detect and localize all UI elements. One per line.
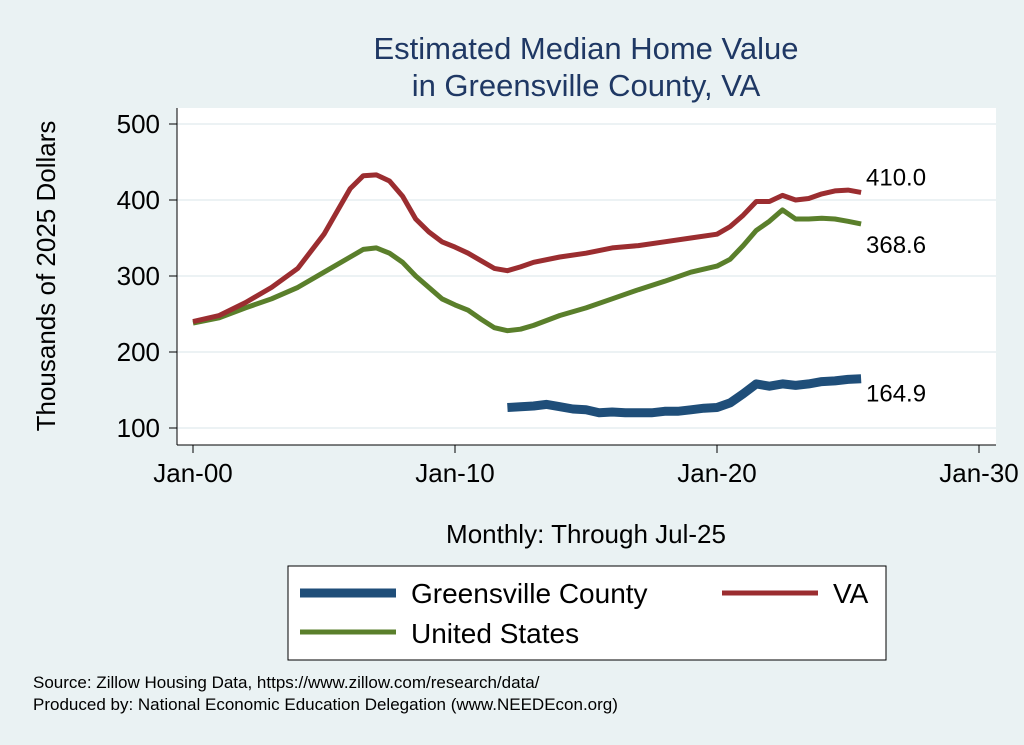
y-tick-label-100: 100 <box>117 413 160 443</box>
end-labels: 164.9 410.0 368.6 <box>866 164 926 407</box>
legend-label-va: VA <box>833 578 869 609</box>
series-line-greensville-county <box>507 374 862 418</box>
x-tick-label-Jan-00: Jan-00 <box>153 458 233 488</box>
series-line-va <box>192 172 862 325</box>
source-note: Source: Zillow Housing Data, https://www… <box>33 673 540 692</box>
legend: Greensville County VA United States <box>287 565 887 661</box>
y-axis-ticks: 100 200 300 400 500 <box>117 109 177 443</box>
y-axis-label: Thousands of 2025 Dollars <box>31 121 61 432</box>
x-axis-label: Monthly: Through Jul-25 <box>446 519 726 549</box>
x-tick-label-Jan-20: Jan-20 <box>677 458 757 488</box>
series-lines <box>192 172 862 418</box>
x-tick-label-Jan-30: Jan-30 <box>939 458 1019 488</box>
legend-box <box>287 565 887 661</box>
produced-by-note: Produced by: National Economic Education… <box>33 695 618 714</box>
series-line-united-states <box>192 207 862 334</box>
y-tick-label-500: 500 <box>117 109 160 139</box>
y-tick-label-200: 200 <box>117 337 160 367</box>
y-tick-label-300: 300 <box>117 261 160 291</box>
end-label-va: 410.0 <box>866 164 926 191</box>
legend-label-us: United States <box>411 618 579 649</box>
end-label-united-states: 368.6 <box>866 232 926 259</box>
x-tick-label-Jan-10: Jan-10 <box>415 458 495 488</box>
end-label-greensville-county: 164.9 <box>866 381 926 408</box>
x-axis-ticks: Jan-00 Jan-10 Jan-20 Jan-30 <box>153 445 1019 488</box>
y-tick-label-400: 400 <box>117 185 160 215</box>
chart-title-line-2: in Greensville County, VA <box>412 68 761 103</box>
legend-label-greensville: Greensville County <box>411 578 648 609</box>
chart-title-line-1: Estimated Median Home Value <box>373 31 798 66</box>
